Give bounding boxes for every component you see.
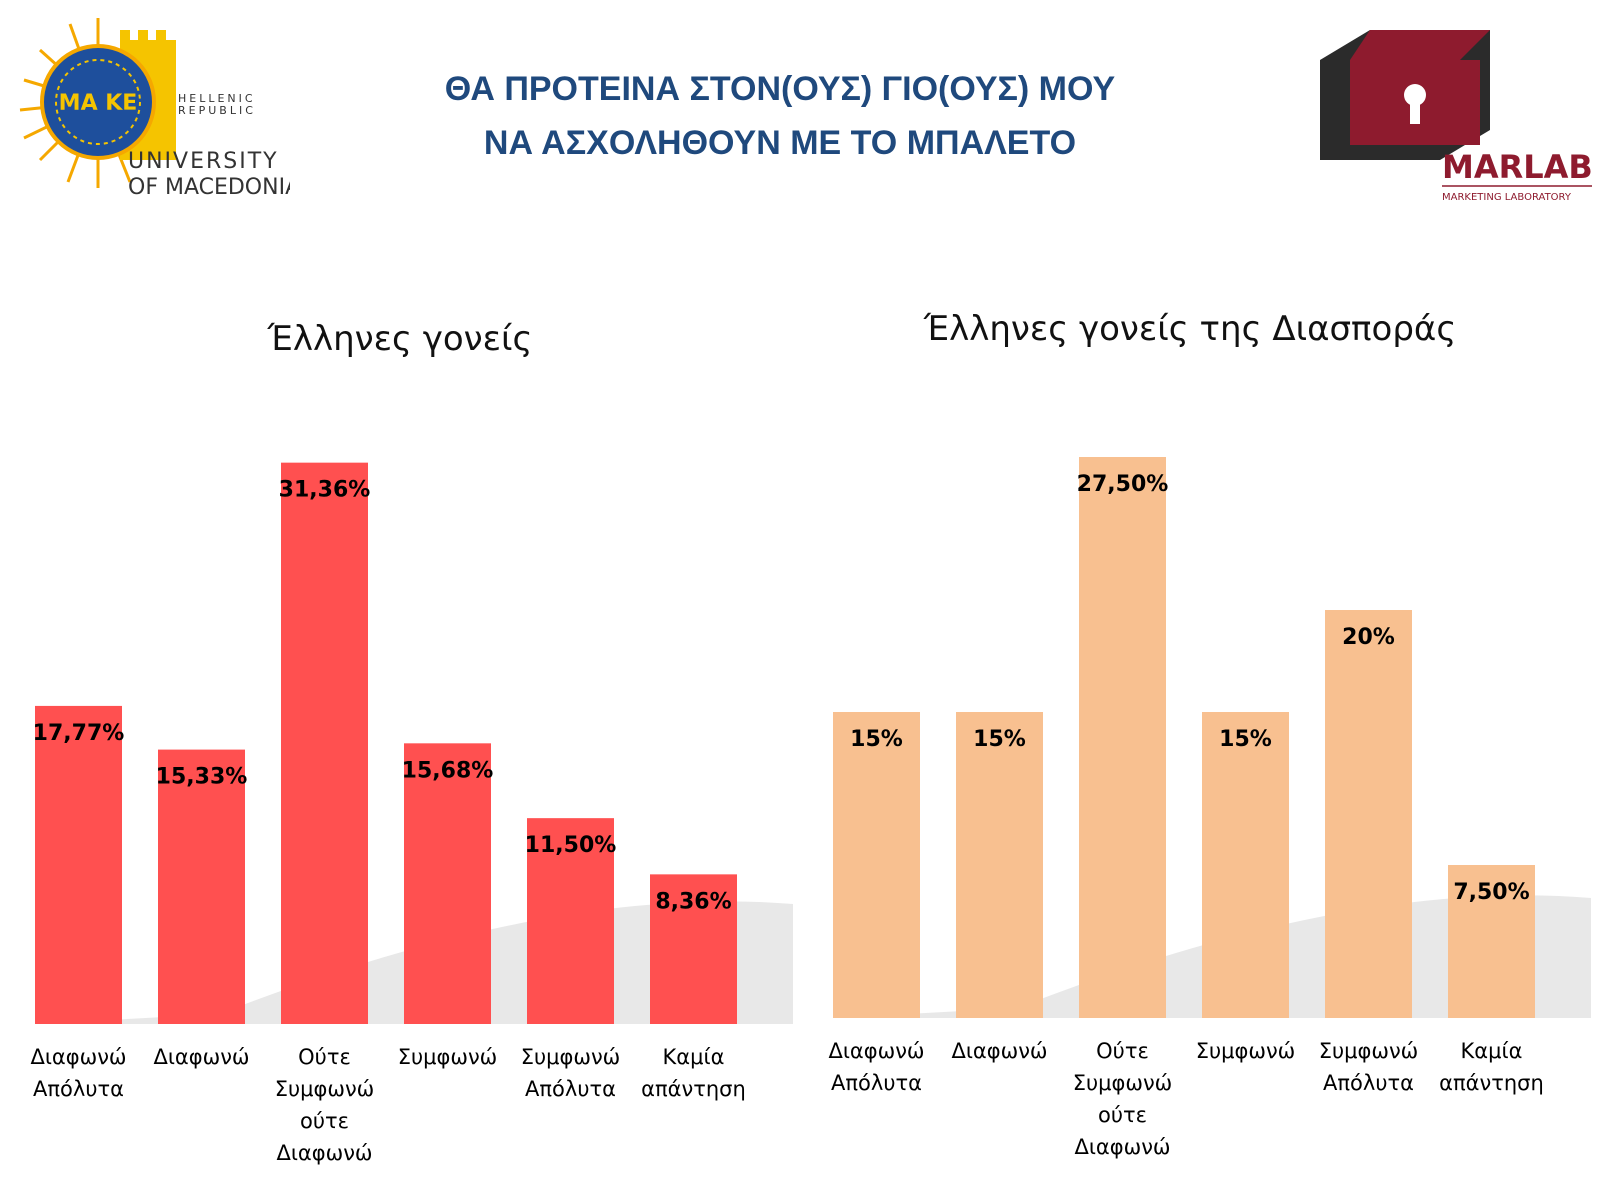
chart-greek-parents: Έλληνες γονείς 17,77% Διαφωνώ Απόλυτα 15,33…	[30, 319, 793, 1165]
category-label: απάντηση	[641, 1077, 746, 1101]
data-label: 27,50%	[1077, 472, 1169, 497]
data-label: 15%	[850, 727, 903, 752]
bar	[35, 705, 122, 1024]
bar	[1079, 457, 1166, 1018]
category-label: Καμία	[1461, 1039, 1523, 1063]
university-of-macedonia-logo: ΜΑ ΚΕ HELLENIC REPUBLIC UNIVERSITY OF MA…	[19, 18, 290, 200]
page-title: ΘΑ ΠΡΟΤΕΙΝΑ ΣΤΟΝ(ΟΥΣ) ΓΙΟ(ΟΥΣ) ΜΟΥ ΝΑ ΑΣ…	[330, 62, 1230, 170]
category-label: ούτε	[300, 1109, 349, 1133]
republic-label: REPUBLIC	[178, 104, 256, 117]
data-label: 15,68%	[402, 758, 494, 783]
category-label: Συμφωνώ	[1073, 1071, 1173, 1095]
category-label: Απόλυτα	[33, 1077, 124, 1101]
marlab-name: MARLAB	[1442, 148, 1593, 186]
university-label: UNIVERSITY	[128, 149, 279, 174]
bar	[281, 462, 368, 1024]
category-label: Συμφωνώ	[521, 1045, 621, 1069]
data-label: 17,77%	[33, 721, 125, 746]
category-label: Απόλυτα	[831, 1071, 922, 1095]
chart-title: Έλληνες γονείς της Διασποράς	[923, 309, 1457, 349]
bar	[158, 749, 245, 1024]
category-label: Συμφωνώ	[275, 1077, 375, 1101]
category-label: ούτε	[1098, 1103, 1147, 1127]
data-label: 31,36%	[279, 478, 371, 503]
category-label: Συμφωνώ	[1319, 1039, 1419, 1063]
category-label: Διαφωνώ	[828, 1039, 924, 1063]
category-label: Διαφωνώ	[951, 1039, 1047, 1063]
data-label: 15%	[1219, 727, 1272, 752]
category-label: Συμφωνώ	[1196, 1039, 1296, 1063]
data-label: 15%	[973, 727, 1026, 752]
category-label: Καμία	[663, 1045, 725, 1069]
bar	[833, 712, 920, 1018]
data-label: 7,50%	[1453, 880, 1529, 905]
data-label: 11,50%	[525, 833, 617, 858]
category-label: Απόλυτα	[525, 1077, 616, 1101]
category-label: Απόλυτα	[1323, 1071, 1414, 1095]
bar	[1202, 712, 1289, 1018]
category-label: Ούτε	[1096, 1039, 1149, 1063]
category-label: Ούτε	[298, 1045, 351, 1069]
lock-box-icon	[1320, 30, 1490, 160]
hellenic-label: HELLENIC	[178, 92, 256, 105]
bar	[404, 743, 491, 1024]
marlab-subtitle: MARKETING LABORATORY	[1442, 192, 1572, 203]
category-label: Διαφωνώ	[153, 1045, 249, 1069]
data-label: 8,36%	[655, 889, 731, 914]
data-label: 15,33%	[156, 765, 248, 790]
bar	[650, 874, 737, 1024]
category-label: Διαφωνώ	[1074, 1135, 1170, 1159]
of-macedonia-label: OF MACEDONIA	[128, 175, 290, 200]
bar	[1325, 610, 1412, 1018]
page-title-line-2: ΝΑ ΑΣΧΟΛΗΘΟΥΝ ΜΕ ΤΟ ΜΠΑΛΕΤΟ	[483, 124, 1077, 162]
plot-area: 15% Διαφωνώ Απόλυτα 15% Διαφωνώ 27,50% Ούτε Συμ…	[828, 457, 1591, 1159]
page-title-line-1: ΘΑ ΠΡΟΤΕΙΝΑ ΣΤΟΝ(ΟΥΣ) ΓΙΟ(ΟΥΣ) ΜΟΥ	[444, 70, 1116, 108]
chart-title: Έλληνες γονείς	[266, 319, 532, 359]
bar	[1448, 865, 1535, 1018]
data-label: 20%	[1342, 625, 1395, 650]
university-seal-icon	[40, 44, 156, 160]
bar	[527, 818, 614, 1024]
chart-diaspora-parents: Έλληνες γονείς της Διασποράς 15% Διαφωνώ Α…	[828, 309, 1591, 1159]
category-label: Συμφωνώ	[398, 1045, 498, 1069]
marlab-logo: MARLAB MARKETING LABORATORY	[1320, 30, 1593, 203]
seal-text: ΜΑ ΚΕ	[59, 91, 138, 116]
category-label: απάντηση	[1439, 1071, 1544, 1095]
category-label: Διαφωνώ	[30, 1045, 126, 1069]
bar	[956, 712, 1043, 1018]
plot-area: 17,77% Διαφωνώ Απόλυτα 15,33% Διαφωνώ 31,36% Ο…	[30, 462, 793, 1165]
category-label: Διαφωνώ	[276, 1141, 372, 1165]
